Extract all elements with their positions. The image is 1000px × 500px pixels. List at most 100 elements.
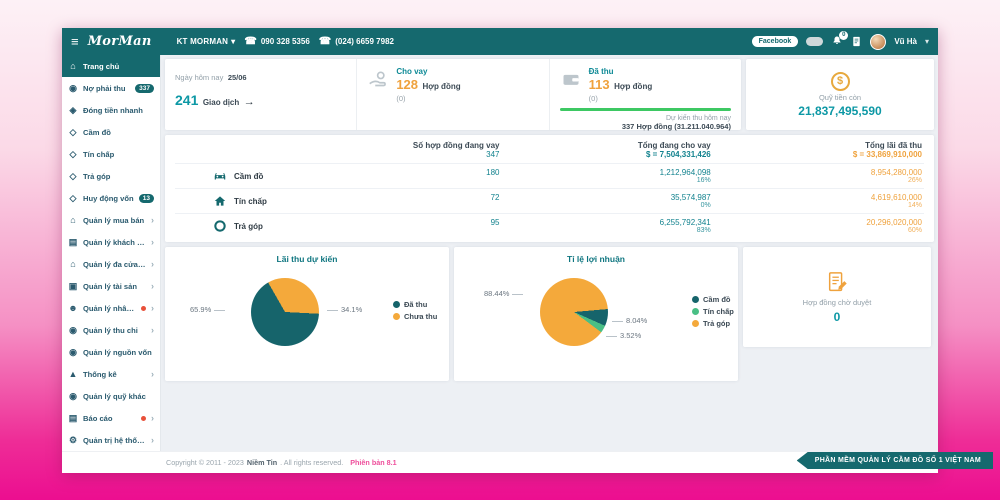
- pie-label: 65.9%: [190, 305, 225, 314]
- sidebar-item-label: Quản lý mua bán: [83, 215, 145, 225]
- brand-name[interactable]: Niềm Tin: [246, 458, 278, 467]
- footer: Copyright © 2011 - 2023 Niềm Tin . All r…: [62, 451, 938, 473]
- row-name: Tín chấp: [234, 196, 267, 206]
- user-avatar[interactable]: [870, 33, 887, 50]
- sidebar-item-label: Thống kê: [83, 369, 117, 379]
- version-label[interactable]: Phiên bản 8.1: [350, 458, 397, 467]
- row-contracts: 72: [345, 188, 502, 213]
- collected-sub: (0): [588, 94, 598, 103]
- pie-chart-profit-ratio[interactable]: [540, 278, 608, 346]
- sidebar-item-label: Quản lý tài sản: [83, 281, 138, 291]
- row-lending-pct: 0%: [700, 202, 711, 209]
- sidebar-item-quan-ly-mua-ban[interactable]: ⌂ Quản lý mua bán ›: [62, 209, 160, 231]
- sidebar-item-quan-ly-quy-khac[interactable]: ◉ Quản lý quỹ khác: [62, 385, 160, 407]
- hand-coin-icon: [367, 67, 389, 122]
- fund-label: Quỹ tiền còn: [818, 92, 862, 102]
- row-interest: 20,296,020,000: [866, 218, 922, 227]
- row-lending-pct: 16%: [696, 177, 711, 184]
- fund-value: 21,837,495,590: [798, 103, 882, 118]
- sidebar-item-tra-gop[interactable]: ◇ Trả góp: [62, 165, 160, 187]
- app-logo[interactable]: MorMan: [87, 34, 152, 49]
- sidebar-item-label: Quản lý đa cửa hàng: [83, 259, 146, 269]
- row-interest-pct: 14%: [907, 202, 922, 209]
- sidebar-item-label: Trang chủ: [83, 61, 120, 71]
- chart-legend: Cầm đồ Tín chấp Trả góp: [692, 295, 734, 328]
- sidebar-item-trang-chu[interactable]: ⌂ Trang chủ: [62, 55, 160, 77]
- capital-icon: ◇: [69, 192, 77, 203]
- chart-title: Tỉ lệ lợi nhuận: [567, 254, 625, 264]
- sidebar-item-cam-do[interactable]: ◇ Cầm đồ: [62, 121, 160, 143]
- sidebar-item-quan-ly-nhan-vien[interactable]: ☻ Quản lý nhân viên ›: [62, 297, 160, 319]
- sidebar-item-quan-tri-he-thong[interactable]: ⚙ Quản trị hệ thống ›: [62, 429, 160, 451]
- sidebar-item-quan-ly-khach-hang[interactable]: ▤ Quản lý khách hàng ›: [62, 231, 160, 253]
- row-lending: 1,212,964,098: [659, 168, 711, 177]
- collected-title: Đã thu: [588, 67, 614, 76]
- home-icon: ⌂: [70, 61, 76, 71]
- sidebar-item-dong-tien-nhanh[interactable]: ◈ Đóng tiền nhanh: [62, 99, 160, 121]
- table-corner-cell: [175, 137, 345, 163]
- notifications-bell[interactable]: 0: [831, 30, 849, 49]
- stats-icon: ▲: [68, 369, 78, 379]
- phone-icon: ☎: [244, 36, 257, 47]
- account-switcher[interactable]: KT MORMAN ▾: [177, 37, 236, 46]
- contract-pencil-icon: [828, 271, 847, 291]
- today-section: Ngày hôm nay 25/06 241 Giao dịch →: [165, 59, 356, 130]
- row-interest-pct: 26%: [907, 177, 922, 184]
- chevron-right-icon: ›: [151, 281, 154, 291]
- row-interest-pct: 60%: [907, 227, 922, 234]
- col-lending-total: $ = 7,504,331,426: [646, 150, 711, 159]
- chevron-right-icon: ›: [151, 303, 154, 313]
- row-contracts: 95: [345, 213, 502, 238]
- transactions-count: 241: [175, 92, 199, 108]
- row-name: Trả góp: [234, 221, 263, 231]
- legend-dot: [692, 320, 699, 327]
- hamburger-menu-icon[interactable]: ≡: [71, 34, 79, 49]
- document-icon[interactable]: [851, 35, 862, 48]
- sidebar-item-label: Huy động vốn: [83, 193, 134, 203]
- car-icon: [214, 173, 226, 180]
- col-interest-header: Tổng lãi đã thu: [865, 141, 922, 150]
- sidebar-item-quan-ly-tai-san[interactable]: ▣ Quản lý tài sản ›: [62, 275, 160, 297]
- settings-gear-icon: ⚙: [68, 434, 78, 445]
- row-name: Cầm đồ: [234, 171, 264, 181]
- chevron-right-icon: ›: [151, 215, 154, 225]
- today-label: Ngày hôm nay: [175, 73, 224, 82]
- sidebar-item-quan-ly-thu-chi[interactable]: ◉ Quản lý thu chi ›: [62, 319, 160, 341]
- collected-unit: Hợp đồng: [614, 82, 653, 91]
- assets-icon: ▣: [68, 280, 78, 291]
- sidebar-item-bao-cao[interactable]: ▤ Báo cáo ›: [62, 407, 160, 429]
- sidebar: ⌂ Trang chủ ◉ Nợ phải thu 337 ◈ Đóng tiền nh…: [62, 55, 161, 451]
- hotline-1-number: 090 328 5356: [260, 37, 310, 46]
- sidebar-item-huy-dong-von[interactable]: ◇ Huy động vốn 13: [62, 187, 160, 209]
- legend-label: Trả góp: [703, 319, 731, 328]
- bell-icon: [833, 36, 841, 44]
- sidebar-item-thong-ke[interactable]: ▲ Thống kê ›: [62, 363, 160, 385]
- sidebar-item-label: Quản lý nhân viên: [83, 303, 136, 313]
- sidebar-item-label: Nợ phải thu: [83, 83, 126, 93]
- pie-label: 88.44%: [484, 289, 523, 298]
- account-name: KT MORMAN: [176, 37, 229, 46]
- hotline-1[interactable]: ☎ 090 328 5356: [244, 36, 309, 47]
- sidebar-item-quan-ly-da-cua-hang[interactable]: ⌂ Quản lý đa cửa hàng ›: [62, 253, 160, 275]
- loans-table-card: Số hợp đồng đang vay 347 Tổng đang cho v…: [165, 135, 934, 242]
- arrow-right-icon[interactable]: →: [243, 96, 255, 108]
- chevron-right-icon: ›: [151, 325, 154, 335]
- top-header: ≡ MorMan KT MORMAN ▾ ☎ 090 328 5356 ☎ (0…: [62, 28, 938, 55]
- sidebar-item-label: Quản lý quỹ khác: [83, 391, 146, 401]
- row-lending-pct: 83%: [696, 227, 711, 234]
- sidebar-item-no-phai-thu[interactable]: ◉ Nợ phải thu 337: [62, 77, 160, 99]
- sidebar-item-quan-ly-nguon-von[interactable]: ◉ Quản lý nguồn vốn: [62, 341, 160, 363]
- loan-title: Cho vay: [396, 67, 428, 76]
- user-menu-chevron-icon[interactable]: ▾: [924, 37, 929, 46]
- hotline-2[interactable]: ☎ (024) 6659 7982: [319, 36, 394, 47]
- chart-legend: Đã thu Chưa thu: [393, 300, 437, 321]
- facebook-button[interactable]: Facebook: [751, 36, 799, 47]
- sidebar-item-tin-chap[interactable]: ◇ Tín chấp: [62, 143, 160, 165]
- phone-icon: ☎: [318, 36, 332, 47]
- status-mini-badge[interactable]: [806, 37, 824, 46]
- bell-count-badge: 0: [839, 30, 849, 40]
- coin-icon: [214, 220, 226, 232]
- pie-chart-expected-interest[interactable]: [251, 278, 319, 346]
- loan-unit: Hợp đồng: [422, 82, 461, 91]
- other-funds-icon: ◉: [69, 390, 77, 401]
